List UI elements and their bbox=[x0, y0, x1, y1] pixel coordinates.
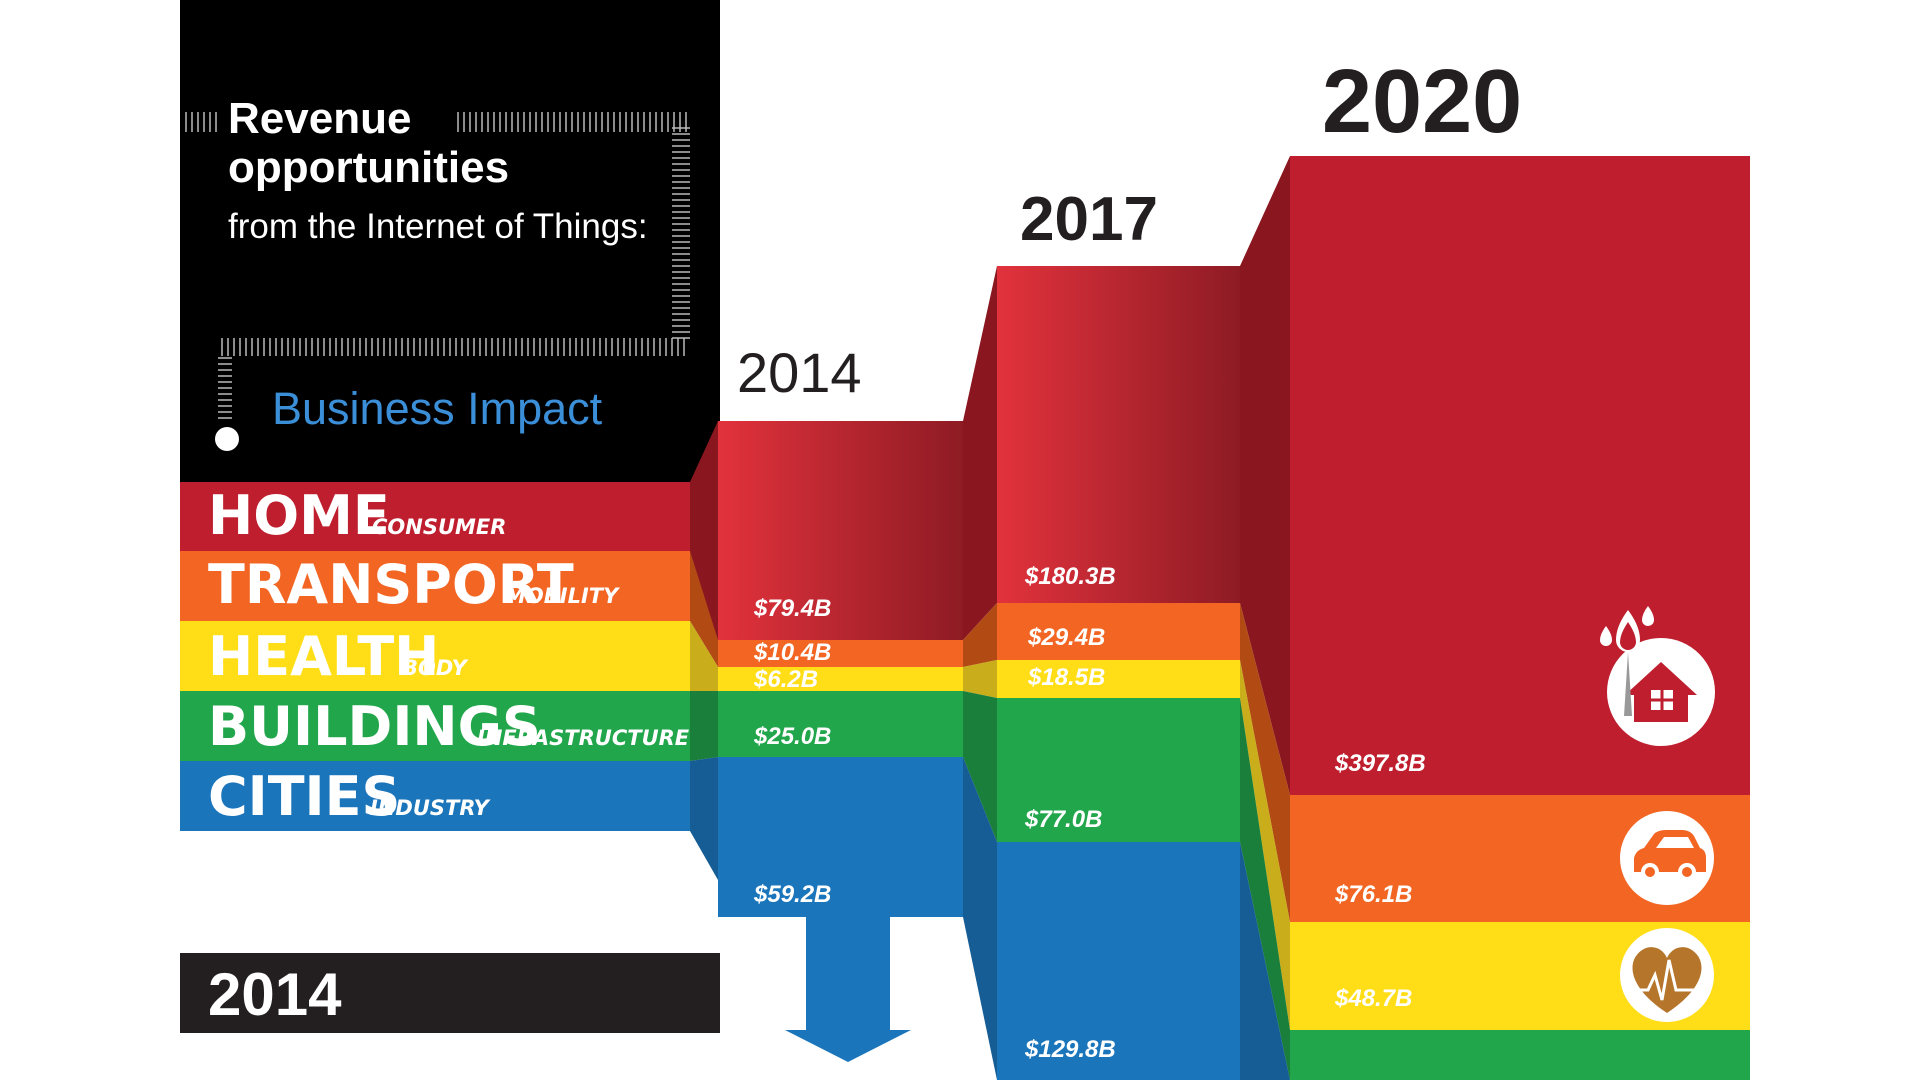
title-panel: Revenue opportunities from the Internet … bbox=[180, 0, 720, 482]
title-line-1: Revenue bbox=[228, 94, 411, 143]
value-2017-transport: $29.4B bbox=[1027, 624, 1105, 651]
value-2017-buildings: $77.0B bbox=[1024, 806, 1102, 833]
band-buildings bbox=[180, 691, 690, 761]
title-line-2: opportunities bbox=[228, 143, 509, 192]
value-2020-home: $397.8B bbox=[1334, 750, 1426, 777]
legend-health-sub: BODY bbox=[402, 656, 469, 680]
heart-icon bbox=[1620, 928, 1714, 1022]
bar-2017-health bbox=[997, 660, 1240, 698]
legend-cities-sub: INDUSTRY bbox=[370, 796, 491, 820]
title-line-3: from the Internet of Things: bbox=[228, 207, 648, 246]
column-2017: 2017 $180.3B $29.4B $18.5B $77.0B $129.8… bbox=[997, 185, 1240, 1080]
value-2014-buildings: $25.0B bbox=[753, 723, 831, 750]
year-2020: 2020 bbox=[1322, 52, 1522, 152]
column-2020: 2020 $397.8B $76.1B $48.7B bbox=[1290, 52, 1750, 1080]
band-transport bbox=[180, 551, 690, 621]
bar-2014-cities bbox=[718, 757, 963, 1062]
bar-2014-home bbox=[718, 421, 963, 640]
bar-2014-health bbox=[718, 667, 963, 691]
bar-2014-buildings bbox=[718, 691, 963, 757]
legend-cities: CITIES bbox=[208, 765, 400, 828]
legend-home: HOME bbox=[208, 484, 390, 547]
bar-2017-home bbox=[997, 266, 1240, 603]
category-bands: HOME CONSUMER TRANSPORT MOBILITY HEALTH … bbox=[180, 482, 690, 831]
legend-home-sub: CONSUMER bbox=[372, 515, 506, 539]
car-icon bbox=[1620, 811, 1714, 905]
value-2020-transport: $76.1B bbox=[1334, 881, 1412, 908]
legend-transport-sub: MOBILITY bbox=[505, 584, 620, 608]
column-2014: 2014 $79.4B $10.4B $6.2B $25.0B $59.2B bbox=[718, 341, 963, 1062]
home-icon bbox=[1600, 606, 1715, 746]
footer-year-label: 2014 bbox=[180, 953, 720, 1033]
legend-transport: TRANSPORT bbox=[208, 553, 574, 616]
bar-2014-transport bbox=[718, 640, 963, 667]
band-cities bbox=[180, 761, 690, 831]
value-2017-cities: $129.8B bbox=[1024, 1036, 1116, 1063]
value-2020-health: $48.7B bbox=[1334, 985, 1412, 1012]
year-2014: 2014 bbox=[737, 341, 862, 404]
legend-buildings-sub: INFRASTRUCTURE bbox=[477, 726, 690, 750]
band-health bbox=[180, 621, 690, 691]
value-2017-health: $18.5B bbox=[1027, 664, 1105, 691]
section-title: Business Impact bbox=[272, 383, 603, 434]
value-2014-transport: $10.4B bbox=[753, 639, 831, 666]
connector-left bbox=[690, 421, 718, 880]
footer-year-text: 2014 bbox=[208, 961, 342, 1028]
bar-2017-buildings bbox=[997, 698, 1240, 842]
value-2017-home: $180.3B bbox=[1024, 563, 1116, 590]
connector-2014-2017 bbox=[963, 266, 997, 1080]
legend-health: HEALTH bbox=[208, 625, 439, 688]
bullet-dot bbox=[215, 427, 239, 451]
year-2017: 2017 bbox=[1020, 185, 1158, 254]
value-2014-home: $79.4B bbox=[753, 595, 831, 622]
bar-2020-buildings bbox=[1290, 1030, 1750, 1080]
bar-2017-transport bbox=[997, 603, 1240, 660]
band-home bbox=[180, 482, 690, 551]
connector-2017-2020 bbox=[1240, 156, 1290, 1080]
value-2014-cities: $59.2B bbox=[753, 881, 831, 908]
bar-2017-cities bbox=[997, 842, 1240, 1080]
value-2014-health: $6.2B bbox=[753, 666, 818, 693]
legend-buildings: BUILDINGS bbox=[208, 695, 541, 758]
